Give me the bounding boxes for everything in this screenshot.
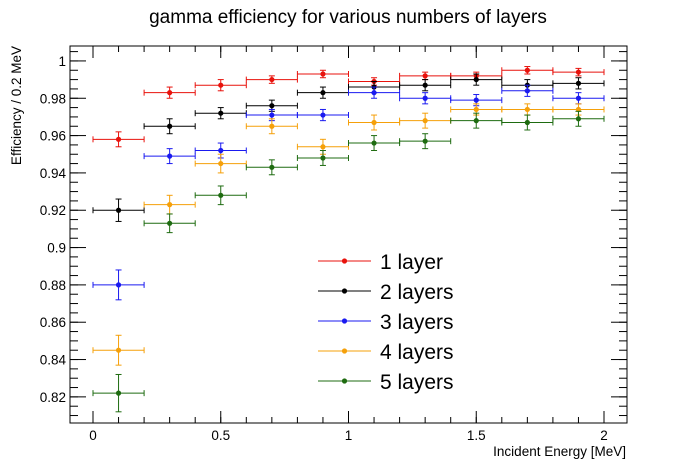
data-point: [575, 80, 582, 86]
series-3: [92, 84, 605, 301]
y-tick-label: 0.88: [40, 278, 66, 293]
y-tick-label: 0.94: [40, 166, 67, 181]
data-point: [269, 112, 275, 118]
legend-label: 2 layers: [380, 281, 454, 304]
data-point: [167, 153, 173, 159]
legend-label: 4 layers: [380, 341, 454, 364]
data-point: [473, 118, 479, 124]
x-tick-label: 1.5: [467, 428, 486, 443]
data-point: [575, 116, 582, 122]
data-point: [320, 112, 326, 118]
data-point: [371, 140, 377, 146]
data-point: [269, 103, 275, 109]
data-point: [167, 202, 173, 208]
legend-marker: [341, 348, 348, 354]
x-tick-label: 0.5: [211, 428, 230, 443]
data-point: [218, 110, 224, 116]
legend-label: 3 layers: [380, 311, 454, 334]
legend-entry: 3 layers: [318, 311, 454, 334]
x-axis-label: Incident Energy [MeV]: [493, 444, 626, 459]
series-2: [92, 73, 605, 222]
y-tick-label: 0.9: [47, 241, 66, 256]
data-point: [473, 76, 479, 83]
data-point: [575, 106, 582, 113]
y-tick-label: 0.96: [40, 129, 66, 144]
data-point: [218, 82, 224, 88]
data-point: [575, 95, 582, 101]
data-point: [422, 73, 428, 79]
series-4: [92, 103, 605, 366]
legend-marker: [341, 378, 348, 384]
y-tick-label: 0.86: [40, 315, 66, 330]
x-tick-label: 1: [345, 428, 353, 443]
legend-entry: 5 layers: [318, 371, 454, 394]
data-point: [167, 90, 173, 96]
legend: 1 layer 2 layers 3 layers 4 layers 5 layers: [318, 251, 454, 394]
data-point: [524, 106, 530, 113]
data-point: [218, 147, 224, 154]
legend-marker: [341, 288, 348, 294]
data-point: [320, 155, 326, 161]
data-point: [473, 97, 479, 103]
x-tick-label: 0: [89, 428, 97, 443]
data-point: [115, 207, 122, 213]
data-point: [320, 71, 326, 77]
data-point: [371, 90, 377, 96]
legend-marker: [341, 318, 348, 324]
data-point: [524, 88, 530, 94]
data-point: [422, 138, 428, 144]
data-point: [115, 347, 122, 353]
data-point: [422, 95, 428, 101]
y-tick-label: 1: [58, 54, 66, 69]
y-axis-label: Efficiency / 0.2 MeV: [9, 46, 24, 165]
legend-label: 5 layers: [380, 371, 454, 394]
data-point: [575, 69, 582, 75]
data-point: [115, 136, 122, 142]
data-point: [320, 144, 326, 150]
data-point: [218, 192, 224, 198]
axes: 0 0.5 1 1.5 2 0.82 0.84 0.86 0.88 0.9 0.92 0.94 0.96…: [40, 46, 627, 443]
y-tick-label: 0.92: [40, 203, 66, 218]
data-point: [473, 106, 479, 113]
data-point: [422, 118, 428, 124]
y-tick-label: 0.98: [40, 91, 66, 106]
legend-marker: [341, 258, 348, 264]
data-point: [269, 76, 275, 83]
data-point: [218, 160, 224, 167]
legend-entry: 1 layer: [318, 251, 443, 274]
data-point: [371, 119, 377, 126]
data-point: [422, 82, 428, 88]
data-point: [269, 123, 275, 129]
data-point: [167, 220, 173, 226]
data-point: [269, 164, 275, 170]
y-tick-label: 0.82: [40, 390, 66, 405]
series-5: [92, 110, 605, 413]
plot-frame: [69, 45, 628, 424]
data-point: [320, 90, 326, 96]
data-point: [524, 119, 530, 126]
data-point: [115, 282, 122, 288]
data-point: [167, 123, 173, 129]
data-point: [524, 67, 530, 73]
data-point: [115, 390, 122, 396]
legend-entry: 2 layers: [318, 281, 454, 304]
legend-label: 1 layer: [380, 251, 443, 274]
y-tick-label: 0.84: [40, 353, 67, 368]
legend-entry: 4 layers: [318, 341, 454, 364]
x-tick-label: 2: [600, 428, 608, 443]
chart-title: gamma efficiency for various numbers of …: [149, 7, 547, 28]
data-series: [92, 66, 605, 413]
series-1: [92, 66, 605, 148]
